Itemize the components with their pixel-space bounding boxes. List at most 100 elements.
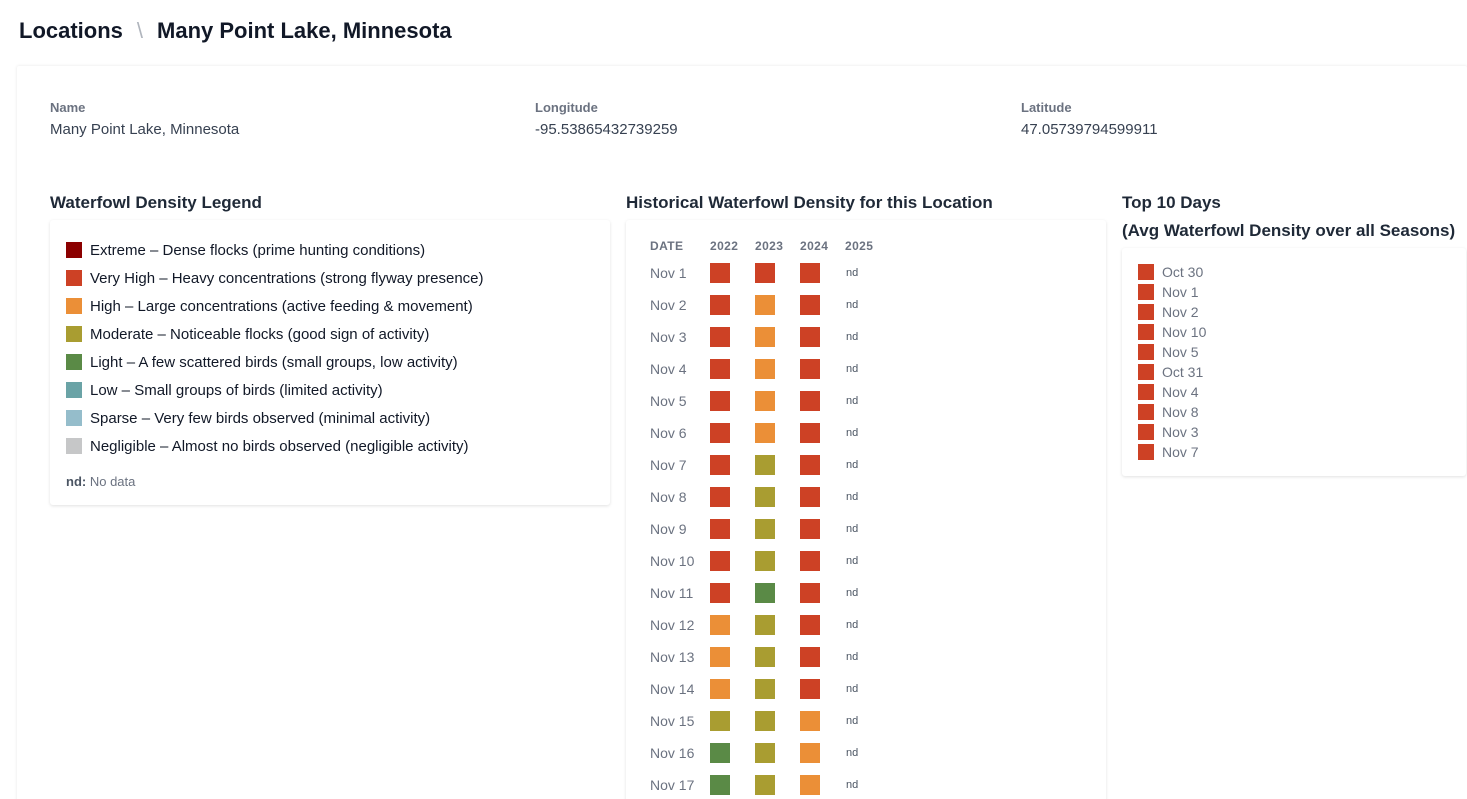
history-row: Nov 9 nd bbox=[626, 519, 1106, 551]
breadcrumb-separator: \ bbox=[136, 18, 144, 43]
history-row: Nov 11 nd bbox=[626, 583, 1106, 615]
history-date: Nov 13 bbox=[650, 649, 695, 665]
history-density-cell bbox=[800, 711, 820, 731]
legend-swatch bbox=[66, 326, 82, 342]
legend-item: Low – Small groups of birds (limited act… bbox=[66, 376, 594, 404]
top-day-swatch bbox=[1138, 344, 1154, 360]
top-day-swatch bbox=[1138, 324, 1154, 340]
history-date: Nov 7 bbox=[650, 457, 687, 473]
top-day-swatch bbox=[1138, 404, 1154, 420]
nd-note: nd: No data bbox=[66, 474, 594, 489]
history-density-cell bbox=[710, 455, 730, 475]
legend-item: Light – A few scattered birds (small gro… bbox=[66, 348, 594, 376]
legend-swatch bbox=[66, 298, 82, 314]
history-density-cell bbox=[710, 359, 730, 379]
history-density-cell bbox=[755, 647, 775, 667]
legend-label: Moderate – Noticeable flocks (good sign … bbox=[90, 325, 430, 343]
history-row: Nov 5 nd bbox=[626, 391, 1106, 423]
top-day-label: Oct 31 bbox=[1162, 364, 1204, 380]
history-nd-cell: nd bbox=[846, 651, 859, 663]
breadcrumb-locations-link[interactable]: Locations bbox=[19, 18, 123, 43]
top-day-item: Nov 3 bbox=[1138, 422, 1450, 442]
legend-swatch bbox=[66, 382, 82, 398]
history-nd-cell: nd bbox=[846, 747, 859, 759]
top-day-swatch bbox=[1138, 264, 1154, 280]
top-day-swatch bbox=[1138, 424, 1154, 440]
history-density-cell bbox=[710, 487, 730, 507]
top-day-label: Nov 1 bbox=[1162, 284, 1199, 300]
top-days-list: Oct 30 Nov 1 Nov 2 Nov 10 Nov 5 Oct 31 Nov 4 No… bbox=[1138, 262, 1450, 462]
top-days-card: Oct 30 Nov 1 Nov 2 Nov 10 Nov 5 Oct 31 Nov 4 No… bbox=[1122, 248, 1466, 476]
history-density-cell bbox=[710, 519, 730, 539]
history-density-cell bbox=[800, 551, 820, 571]
legend-label: Low – Small groups of birds (limited act… bbox=[90, 381, 383, 399]
history-nd-cell: nd bbox=[846, 683, 859, 695]
legend-item: Sparse – Very few birds observed (minima… bbox=[66, 404, 594, 432]
nd-key: nd: bbox=[66, 474, 87, 489]
legend-item: Extreme – Dense flocks (prime hunting co… bbox=[66, 236, 594, 264]
history-header-date: DATE bbox=[650, 239, 684, 253]
history-density-cell bbox=[710, 327, 730, 347]
legend-swatch bbox=[66, 410, 82, 426]
history-row: Nov 1 nd bbox=[626, 263, 1106, 295]
history-density-cell bbox=[755, 711, 775, 731]
history-density-cell bbox=[755, 359, 775, 379]
history-date: Nov 4 bbox=[650, 361, 687, 377]
top-day-label: Nov 4 bbox=[1162, 384, 1199, 400]
legend-item: High – Large concentrations (active feed… bbox=[66, 292, 594, 320]
history-density-cell bbox=[710, 423, 730, 443]
top-day-swatch bbox=[1138, 284, 1154, 300]
history-density-cell bbox=[710, 775, 730, 795]
history-date: Nov 17 bbox=[650, 777, 695, 793]
latitude-value: 47.05739794599911 bbox=[1021, 121, 1158, 138]
history-density-cell bbox=[800, 423, 820, 443]
history-date: Nov 1 bbox=[650, 265, 687, 281]
legend-list: Extreme – Dense flocks (prime hunting co… bbox=[66, 236, 594, 460]
history-nd-cell: nd bbox=[846, 779, 859, 791]
history-density-cell bbox=[800, 487, 820, 507]
top-days-subtitle: (Avg Waterfowl Density over all Seasons) bbox=[1122, 221, 1456, 240]
history-header-2023: 2023 bbox=[755, 239, 784, 253]
history-density-cell bbox=[800, 743, 820, 763]
top-day-item: Nov 8 bbox=[1138, 402, 1450, 422]
top-day-item: Nov 4 bbox=[1138, 382, 1450, 402]
history-density-cell bbox=[755, 583, 775, 603]
top-day-item: Oct 31 bbox=[1138, 362, 1450, 382]
history-density-cell bbox=[710, 295, 730, 315]
history-date: Nov 14 bbox=[650, 681, 695, 697]
history-row: Nov 14 nd bbox=[626, 679, 1106, 711]
history-row: Nov 12 nd bbox=[626, 615, 1106, 647]
top-day-swatch bbox=[1138, 364, 1154, 380]
top-day-item: Nov 7 bbox=[1138, 442, 1450, 462]
history-nd-cell: nd bbox=[846, 395, 859, 407]
history-nd-cell: nd bbox=[846, 619, 859, 631]
history-header-2025: 2025 bbox=[845, 239, 874, 253]
history-date: Nov 9 bbox=[650, 521, 687, 537]
history-density-cell bbox=[800, 583, 820, 603]
top-days-title: Top 10 Days bbox=[1122, 193, 1221, 212]
history-density-cell bbox=[800, 679, 820, 699]
legend-item: Moderate – Noticeable flocks (good sign … bbox=[66, 320, 594, 348]
history-density-cell bbox=[755, 295, 775, 315]
nd-text: No data bbox=[89, 474, 136, 489]
history-density-cell bbox=[800, 615, 820, 635]
history-date: Nov 5 bbox=[650, 393, 687, 409]
top-day-label: Nov 3 bbox=[1162, 424, 1199, 440]
legend-swatch bbox=[66, 354, 82, 370]
top-day-item: Nov 1 bbox=[1138, 282, 1450, 302]
history-date: Nov 8 bbox=[650, 489, 687, 505]
history-density-cell bbox=[755, 263, 775, 283]
history-row: Nov 10 nd bbox=[626, 551, 1106, 583]
history-density-cell bbox=[755, 615, 775, 635]
history-nd-cell: nd bbox=[846, 363, 859, 375]
legend-swatch bbox=[66, 438, 82, 454]
history-density-cell bbox=[710, 391, 730, 411]
history-density-cell bbox=[800, 519, 820, 539]
history-density-cell bbox=[755, 743, 775, 763]
legend-label: Light – A few scattered birds (small gro… bbox=[90, 353, 458, 371]
history-nd-cell: nd bbox=[846, 459, 859, 471]
top-day-label: Nov 7 bbox=[1162, 444, 1199, 460]
history-row: Nov 17 nd bbox=[626, 775, 1106, 799]
history-density-cell bbox=[710, 263, 730, 283]
